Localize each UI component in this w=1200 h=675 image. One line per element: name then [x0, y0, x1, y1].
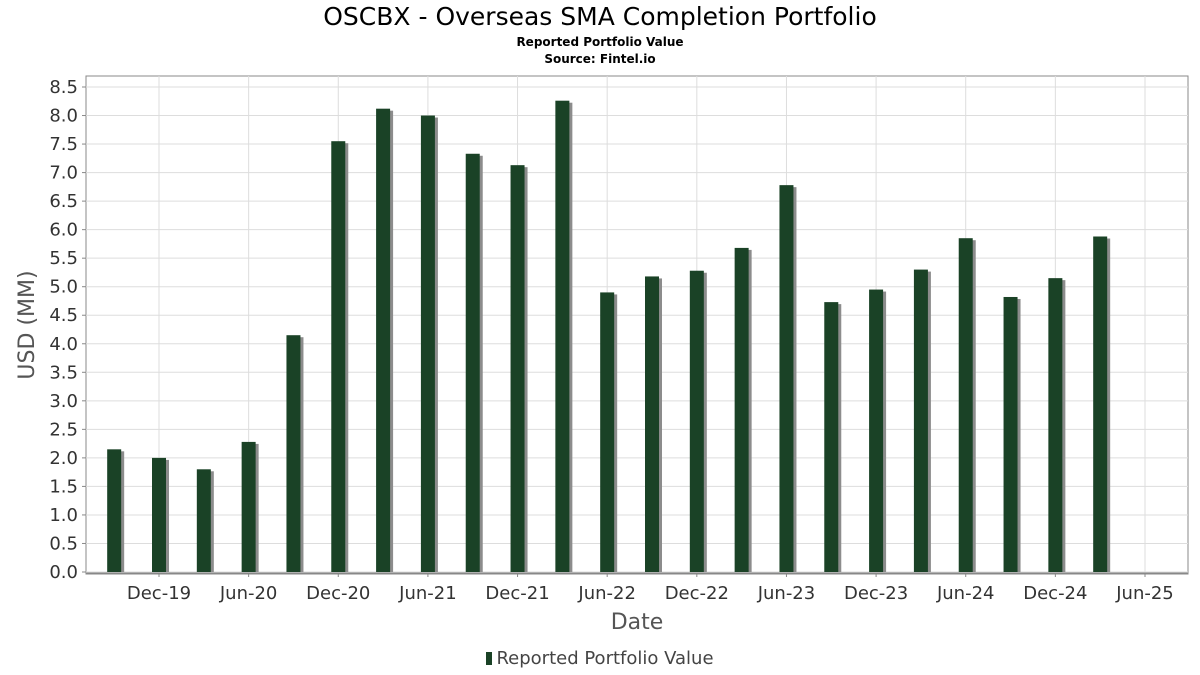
legend: Reported Portfolio Value — [0, 648, 1200, 669]
bar — [376, 108, 391, 573]
bar — [107, 449, 122, 572]
legend-label: Reported Portfolio Value — [496, 648, 714, 669]
y-tick-label: 4.0 — [49, 334, 78, 355]
y-tick-label: 6.0 — [49, 220, 78, 241]
y-tick-label: 7.5 — [49, 134, 78, 155]
x-tick-label: Jun-23 — [757, 583, 816, 604]
x-tick-label: Dec-23 — [844, 583, 908, 604]
bar — [331, 141, 346, 573]
x-axis-ticks: Dec-19 Jun-20 Dec-20 Jun-21 Dec-21 Jun-22 Dec-… — [127, 573, 1174, 604]
chart-subtitle: Reported Portfolio Value — [516, 35, 684, 49]
bar-series — [107, 100, 1111, 573]
y-tick-label: 8.5 — [49, 77, 78, 98]
x-tick-label: Jun-20 — [219, 583, 278, 604]
bar — [286, 335, 301, 572]
bar — [241, 441, 256, 572]
bar — [913, 269, 928, 572]
bar — [1048, 278, 1063, 572]
y-tick-label: 1.0 — [49, 505, 78, 526]
bar — [555, 100, 570, 572]
x-tick-label: Jun-24 — [936, 583, 995, 604]
bar — [420, 115, 435, 572]
y-tick-label: 3.0 — [49, 391, 78, 412]
y-tick-label: 4.5 — [49, 305, 78, 326]
x-tick-label: Dec-20 — [306, 583, 370, 604]
x-tick-label: Dec-19 — [127, 583, 191, 604]
y-tick-label: 2.5 — [49, 419, 78, 440]
chart-title: OSCBX - Overseas SMA Completion Portfoli… — [323, 2, 877, 31]
bar — [869, 289, 884, 572]
x-tick-label: Dec-21 — [485, 583, 549, 604]
bar — [152, 457, 166, 572]
x-tick-label: Dec-24 — [1023, 583, 1087, 604]
y-tick-label: 3.5 — [49, 362, 78, 383]
y-tick-label: 8.0 — [49, 106, 78, 127]
x-tick-label: Jun-22 — [577, 583, 636, 604]
y-tick-label: 0.5 — [49, 533, 78, 554]
x-tick-label: Dec-22 — [665, 583, 729, 604]
bar — [465, 153, 480, 572]
bar — [734, 247, 749, 572]
y-tick-label: 5.0 — [49, 277, 78, 298]
y-tick-label: 2.0 — [49, 448, 78, 469]
x-axis-title: Date — [611, 610, 664, 635]
bar — [510, 165, 525, 572]
bar — [779, 185, 794, 572]
y-axis-ticks: 0.0 0.5 1.0 1.5 2.0 2.5 3.0 3.5 4.0 4.5 5.0 5.5 6.0 6… — [49, 77, 86, 583]
chart-source: Source: Fintel.io — [544, 52, 656, 66]
y-tick-label: 6.5 — [49, 191, 78, 212]
bar — [600, 292, 615, 572]
x-tick-label: Jun-25 — [1115, 583, 1174, 604]
y-axis-title: USD (MM) — [15, 270, 40, 379]
y-tick-label: 5.5 — [49, 248, 78, 269]
bar — [645, 276, 659, 572]
y-tick-label: 0.0 — [49, 562, 78, 583]
bar — [689, 270, 704, 572]
bar — [958, 238, 973, 573]
legend-swatch — [486, 652, 493, 665]
bar — [824, 302, 839, 572]
bar — [196, 469, 211, 572]
bar — [1093, 236, 1108, 572]
y-tick-label: 1.5 — [49, 476, 78, 497]
y-tick-label: 7.0 — [49, 163, 78, 184]
x-tick-label: Jun-21 — [398, 583, 457, 604]
bar — [1003, 296, 1018, 572]
